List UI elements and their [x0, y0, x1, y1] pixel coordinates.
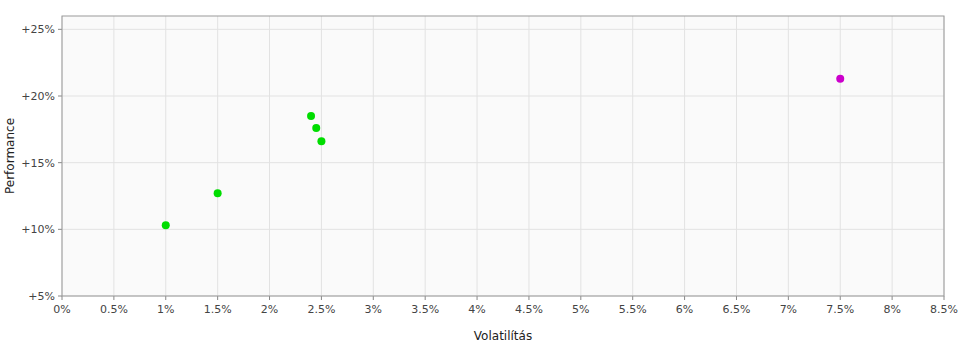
- grid: [62, 16, 944, 296]
- series: [836, 75, 844, 83]
- x-tick-label: 0%: [53, 303, 70, 316]
- y-tick-mark: [58, 229, 62, 230]
- x-tick-label: 8%: [883, 303, 900, 316]
- y-tick-mark: [58, 162, 62, 163]
- x-tick-mark: [217, 296, 218, 300]
- x-grid-line: [580, 16, 581, 296]
- x-tick-label: 6%: [676, 303, 693, 316]
- x-tick-label: 5%: [572, 303, 589, 316]
- x-grid-line: [477, 16, 478, 296]
- series: [162, 112, 326, 229]
- y-grid-line: [62, 229, 944, 230]
- x-tick-mark: [632, 296, 633, 300]
- x-grid-line: [165, 16, 166, 296]
- x-grid-line: [736, 16, 737, 296]
- x-grid-line: [840, 16, 841, 296]
- y-tick-label: +15%: [21, 157, 55, 170]
- y-axis-label: Performance: [3, 118, 17, 194]
- x-tick-label: 7.5%: [826, 303, 854, 316]
- x-tick-label: 0.5%: [100, 303, 128, 316]
- x-tick-mark: [321, 296, 322, 300]
- x-tick-mark: [373, 296, 374, 300]
- y-tick-label: +10%: [21, 223, 55, 236]
- x-tick-mark: [62, 296, 63, 300]
- x-grid-line: [632, 16, 633, 296]
- y-tick-label: +5%: [28, 290, 55, 303]
- x-tick-mark: [944, 296, 945, 300]
- ticks: 0% 0.5% 1% 1.5% 2% 2.5% 3% 3.5% 4% 4.5% 5% 5.5% 6% 6.…: [21, 23, 958, 316]
- x-tick-label: 2%: [261, 303, 278, 316]
- x-grid-line: [217, 16, 218, 296]
- y-tick-label: +25%: [21, 23, 55, 36]
- x-tick-label: 5.5%: [619, 303, 647, 316]
- x-tick-label: 1%: [157, 303, 174, 316]
- y-tick-mark: [58, 96, 62, 97]
- plot-frame: [62, 16, 944, 296]
- x-tick-mark: [736, 296, 737, 300]
- scatter-point: [307, 112, 315, 120]
- y-grid-line: [62, 96, 944, 97]
- x-tick-mark: [165, 296, 166, 300]
- x-tick-mark: [113, 296, 114, 300]
- x-grid-line: [788, 16, 789, 296]
- x-tick-label: 2.5%: [307, 303, 335, 316]
- x-grid-line: [425, 16, 426, 296]
- x-grid-line: [373, 16, 374, 296]
- x-grid-line: [892, 16, 893, 296]
- x-tick-mark: [892, 296, 893, 300]
- x-tick-mark: [788, 296, 789, 300]
- x-tick-label: 7%: [780, 303, 797, 316]
- scatter-point: [162, 221, 170, 229]
- plot-background: [62, 16, 944, 296]
- x-tick-label: 3.5%: [411, 303, 439, 316]
- x-grid-line: [321, 16, 322, 296]
- y-tick-label: +20%: [21, 90, 55, 103]
- x-tick-mark: [684, 296, 685, 300]
- scatter-point: [214, 189, 222, 197]
- scatter-point: [317, 137, 325, 145]
- y-grid-line: [62, 162, 944, 163]
- x-axis-label: Volatilítás: [474, 329, 532, 343]
- x-tick-label: 3%: [365, 303, 382, 316]
- scatter-point: [312, 124, 320, 132]
- x-tick-label: 4.5%: [515, 303, 543, 316]
- x-grid-line: [269, 16, 270, 296]
- chart-svg: 0% 0.5% 1% 1.5% 2% 2.5% 3% 3.5% 4% 4.5% 5% 5.5% 6% 6.…: [0, 0, 966, 350]
- x-tick-mark: [269, 296, 270, 300]
- x-grid-line: [684, 16, 685, 296]
- x-grid-line: [113, 16, 114, 296]
- y-tick-mark: [58, 29, 62, 30]
- x-tick-mark: [477, 296, 478, 300]
- chart-container: 0% 0.5% 1% 1.5% 2% 2.5% 3% 3.5% 4% 4.5% 5% 5.5% 6% 6.…: [0, 0, 966, 350]
- x-tick-label: 1.5%: [204, 303, 232, 316]
- x-tick-label: 4%: [468, 303, 485, 316]
- y-tick-mark: [58, 296, 62, 297]
- points: [162, 75, 844, 230]
- x-grid-line: [528, 16, 529, 296]
- x-tick-label: 6.5%: [722, 303, 750, 316]
- x-tick-mark: [528, 296, 529, 300]
- scatter-point: [836, 75, 844, 83]
- x-tick-mark: [425, 296, 426, 300]
- y-grid-line: [62, 29, 944, 30]
- x-tick-mark: [840, 296, 841, 300]
- x-tick-label: 8.5%: [930, 303, 958, 316]
- x-tick-mark: [580, 296, 581, 300]
